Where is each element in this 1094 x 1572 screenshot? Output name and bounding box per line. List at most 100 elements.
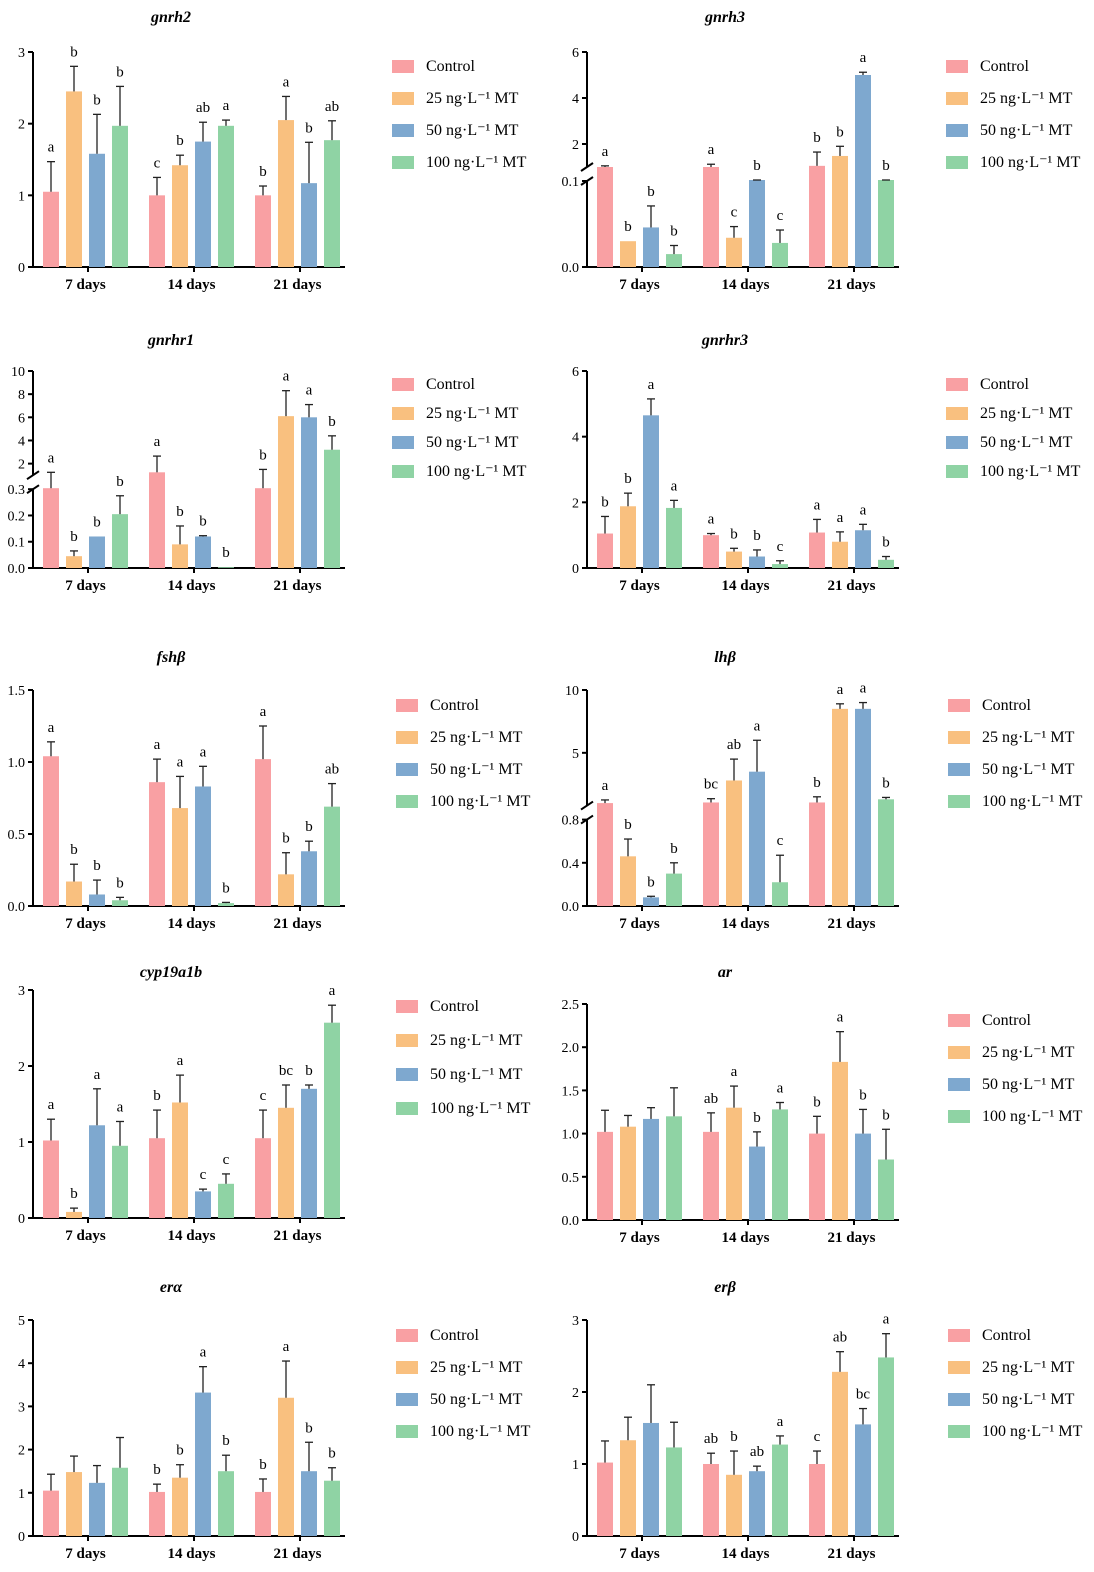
legend-label: 25 ng·L⁻¹ MT <box>430 729 523 746</box>
bar-mt25-3 <box>278 1107 294 1218</box>
bar-mt50-3 <box>301 1471 317 1536</box>
legend-swatch-mt25 <box>948 731 970 744</box>
significance-letter: a <box>154 737 161 753</box>
bar-mt100-3 <box>878 1357 894 1536</box>
significance-letter: c <box>777 539 784 555</box>
bar-mt50-1 <box>89 894 105 906</box>
significance-letter: b <box>305 120 313 136</box>
y-tick-label: 2.0 <box>562 1041 580 1056</box>
bar-mt100-3 <box>878 799 894 906</box>
y-tick-label: 0.5 <box>8 828 26 843</box>
legend-label: 100 ng·L⁻¹ MT <box>430 1100 531 1117</box>
significance-letter: bc <box>279 1063 294 1079</box>
x-tick-label: 21 days <box>828 277 876 293</box>
significance-letter: a <box>883 1312 890 1328</box>
bar-mt50-1 <box>89 1125 105 1218</box>
legend-swatch-mt25 <box>396 1034 418 1047</box>
bar-mt25-3 <box>832 1061 848 1220</box>
significance-letter: b <box>282 831 290 847</box>
y-tick-label: 0 <box>572 562 579 577</box>
bar-mt100-3 <box>878 180 894 267</box>
significance-letter: b <box>153 1088 161 1104</box>
x-tick-label: 14 days <box>722 277 770 293</box>
y-tick-label: 1.5 <box>8 684 26 699</box>
x-tick-label: 7 days <box>65 277 106 293</box>
bar-mt25-2 <box>726 551 742 568</box>
legend-label: 100 ng·L⁻¹ MT <box>430 1423 531 1440</box>
bar-mt100-1 <box>112 125 128 267</box>
legend-swatch-mt100 <box>392 156 414 169</box>
significance-letter: a <box>708 142 715 158</box>
legend-label: 25 ng·L⁻¹ MT <box>426 405 519 422</box>
x-tick-label: 14 days <box>168 916 216 932</box>
x-tick-label: 14 days <box>722 1546 770 1562</box>
bar-mt50-3 <box>301 1088 317 1218</box>
bar-control-2 <box>703 167 719 267</box>
legend-label: 50 ng·L⁻¹ MT <box>430 1066 523 1083</box>
bar-mt100-3 <box>324 140 340 267</box>
legend-swatch-mt50 <box>396 1393 418 1406</box>
significance-letter: b <box>259 447 267 463</box>
x-tick-label: 21 days <box>274 916 322 932</box>
bar-mt25-1 <box>66 1472 82 1536</box>
chart-title: gnrh2 <box>150 9 191 26</box>
bar-control-3 <box>809 532 825 568</box>
legend-label: 50 ng·L⁻¹ MT <box>980 122 1073 139</box>
significance-letter: b <box>176 1443 184 1459</box>
bar-mt50-3 <box>855 530 871 568</box>
legend-swatch-control <box>946 378 968 391</box>
significance-letter: b <box>882 1107 890 1123</box>
significance-letter: b <box>753 158 761 174</box>
bar-mt100-2 <box>218 1183 234 1218</box>
y-tick-label: 0.1 <box>562 175 580 190</box>
significance-letter: b <box>116 875 124 891</box>
bar-mt50-2 <box>195 141 211 267</box>
significance-letter: a <box>602 144 609 160</box>
bar-mt100-1 <box>666 1116 682 1220</box>
y-tick-label: 0.2 <box>8 509 26 524</box>
significance-letter: b <box>647 874 655 890</box>
significance-letter: c <box>200 1167 207 1183</box>
x-tick-label: 14 days <box>168 1546 216 1562</box>
bar-mt25-3 <box>832 541 848 568</box>
bar-mt100-3 <box>324 806 340 906</box>
significance-letter: c <box>154 155 161 171</box>
y-tick-label: 0.3 <box>8 483 26 498</box>
bar-mt100-3 <box>324 449 340 568</box>
y-tick-label: 2 <box>572 1386 579 1401</box>
bar-mt100-2 <box>772 564 788 568</box>
chart-title: erα <box>160 1279 183 1296</box>
significance-letter: b <box>305 819 313 835</box>
bar-mt25-1 <box>620 1126 636 1220</box>
y-tick-label: 8 <box>18 388 25 403</box>
legend-swatch-control <box>948 699 970 712</box>
significance-letter: b <box>199 514 207 530</box>
y-tick-label: 0.0 <box>562 900 580 915</box>
bar-mt25-2 <box>172 165 188 267</box>
bar-mt100-1 <box>666 507 682 568</box>
significance-letter: a <box>777 1080 784 1096</box>
bar-mt50-1 <box>643 415 659 568</box>
bar-mt100-3 <box>878 559 894 568</box>
legend-label: 100 ng·L⁻¹ MT <box>980 463 1081 480</box>
significance-letter: bc <box>704 777 719 793</box>
chart-title: gnrhr3 <box>701 332 748 349</box>
legend-label: 50 ng·L⁻¹ MT <box>982 1076 1075 1093</box>
significance-letter: c <box>260 1088 267 1104</box>
legend-label: Control <box>980 58 1029 75</box>
legend-swatch-mt50 <box>948 1078 970 1091</box>
bar-control-3 <box>255 195 271 267</box>
legend-label: 50 ng·L⁻¹ MT <box>982 1391 1075 1408</box>
significance-letter: a <box>754 718 761 734</box>
significance-letter: ab <box>704 1431 718 1447</box>
bar-mt50-1 <box>643 1422 659 1536</box>
significance-letter: b <box>730 526 738 542</box>
x-tick-label: 21 days <box>828 1546 876 1562</box>
y-tick-label: 2 <box>572 496 579 511</box>
significance-letter: ab <box>325 762 339 778</box>
bar-mt100-1 <box>112 514 128 568</box>
bar-control-1 <box>597 167 613 267</box>
